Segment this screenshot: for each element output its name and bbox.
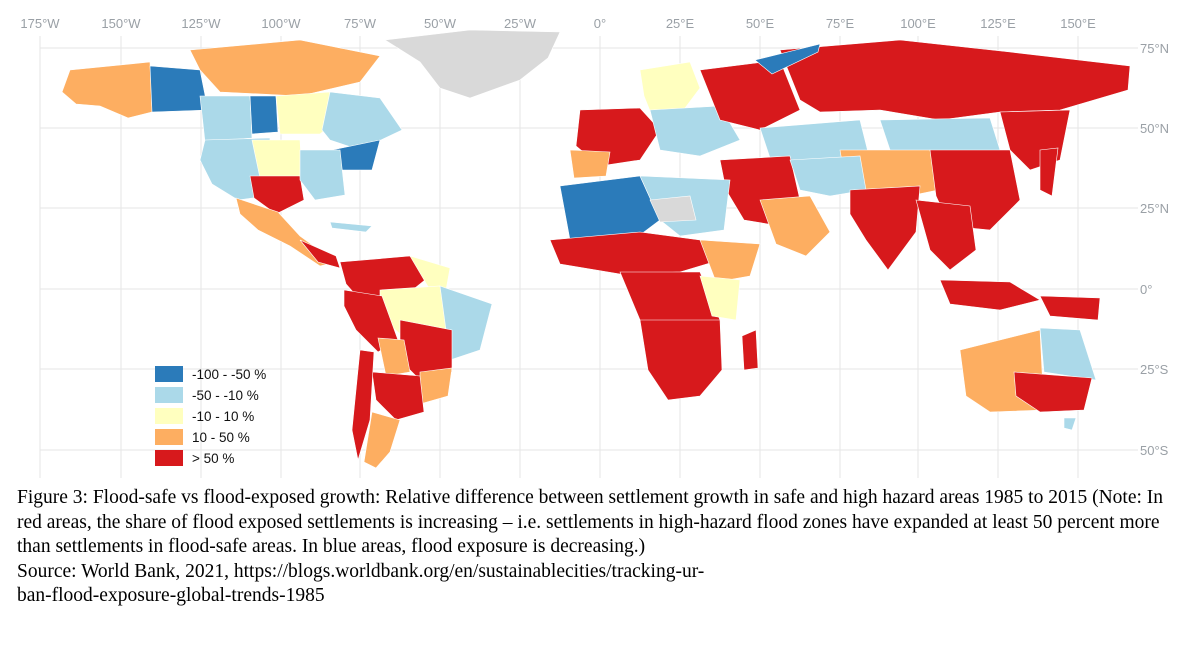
region-australia-se	[1013, 371, 1093, 413]
longitude-label: 0°	[594, 16, 606, 31]
region-horn	[699, 239, 761, 283]
longitude-label: 100°E	[900, 16, 936, 31]
longitude-label: 175°W	[20, 16, 60, 31]
region-canada-manitoba	[249, 95, 279, 135]
region-southern-africa	[639, 319, 723, 401]
caption-text: Figure 3: Flood-safe vs flood-exposed gr…	[17, 487, 1164, 557]
region-sahel	[549, 231, 721, 275]
region-india	[849, 185, 921, 271]
world-map: 175°W 150°W 125°W 100°W 75°W 50°W 25°W 0° 25°E 50…	[20, 16, 1169, 478]
longitude-label: 50°W	[424, 16, 457, 31]
legend-swatch	[155, 366, 183, 382]
legend-label: -100 - -50 %	[192, 367, 266, 382]
latitude-label: 25°S	[1140, 362, 1169, 377]
region-novaya-zemlya	[754, 43, 821, 75]
region-greenland	[384, 29, 561, 99]
region-australia-east	[1039, 327, 1097, 381]
longitude-labels: 175°W 150°W 125°W 100°W 75°W 50°W 25°W 0° 25°E 50…	[20, 16, 1096, 31]
source-line-1: Source: World Bank, 2021, https://blogs.…	[17, 560, 705, 582]
region-canada-quebec	[321, 91, 403, 151]
region-chile	[351, 349, 375, 461]
region-canada-nw	[149, 65, 209, 113]
region-central-america	[299, 239, 341, 269]
region-argentina-north	[371, 371, 425, 421]
region-usa-texas	[249, 175, 305, 215]
legend-label: 10 - 50 %	[192, 430, 250, 445]
region-new-guinea	[1039, 295, 1101, 321]
longitude-label: 25°E	[666, 16, 695, 31]
region-brazil-east	[439, 285, 493, 361]
legend-label: > 50 %	[192, 451, 234, 466]
region-brazil-south	[419, 367, 453, 405]
region-cuba	[329, 221, 373, 233]
region-libya	[649, 195, 697, 223]
latitude-label: 50°S	[1140, 443, 1169, 458]
legend-label: -50 - -10 %	[192, 388, 259, 403]
legend-swatch	[155, 429, 183, 445]
latitude-label: 50°N	[1140, 121, 1169, 136]
region-canada-central	[199, 95, 253, 143]
region-se-asia	[915, 199, 977, 271]
region-indonesia	[939, 279, 1041, 311]
longitude-label: 150°E	[1060, 16, 1096, 31]
longitude-label: 50°E	[746, 16, 775, 31]
region-east-africa	[699, 275, 741, 321]
region-japan	[1039, 147, 1059, 197]
latitude-label: 25°N	[1140, 201, 1169, 216]
map-legend: -100 - -50 % -50 - -10 % -10 - 10 % 10 - 50…	[155, 366, 266, 466]
source-line-2: ban-flood-exposure-global-trends-1985	[17, 585, 325, 606]
legend-swatch	[155, 450, 183, 466]
figure-caption: Figure 3: Flood-safe vs flood-exposed gr…	[17, 486, 1187, 609]
region-tasmania	[1063, 417, 1077, 431]
region-peru	[343, 289, 399, 353]
legend-swatch	[155, 387, 183, 403]
region-alaska	[61, 61, 153, 119]
legend-swatch	[155, 408, 183, 424]
region-iran-afghan	[789, 155, 867, 197]
longitude-label: 75°E	[826, 16, 855, 31]
region-madagascar	[741, 329, 759, 371]
region-europe-east	[649, 105, 741, 157]
longitude-label: 25°W	[504, 16, 537, 31]
region-argentina-south	[363, 411, 401, 469]
longitude-label: 100°W	[261, 16, 301, 31]
region-bolivia	[377, 337, 411, 377]
region-arabia	[759, 195, 831, 257]
region-canada-north	[189, 39, 381, 97]
region-usa-southeast	[299, 149, 346, 201]
legend-label: -10 - 10 %	[192, 409, 254, 424]
longitude-label: 150°W	[101, 16, 141, 31]
latitude-labels: 75°N 50°N 25°N 0° 25°S 50°S	[1140, 41, 1169, 458]
region-usa-central	[251, 139, 303, 179]
region-iberia	[569, 149, 611, 179]
land-regions	[61, 29, 1131, 469]
latitude-label: 0°	[1140, 282, 1152, 297]
longitude-label: 125°E	[980, 16, 1016, 31]
latitude-label: 75°N	[1140, 41, 1169, 56]
longitude-label: 75°W	[344, 16, 377, 31]
longitude-label: 125°W	[181, 16, 221, 31]
